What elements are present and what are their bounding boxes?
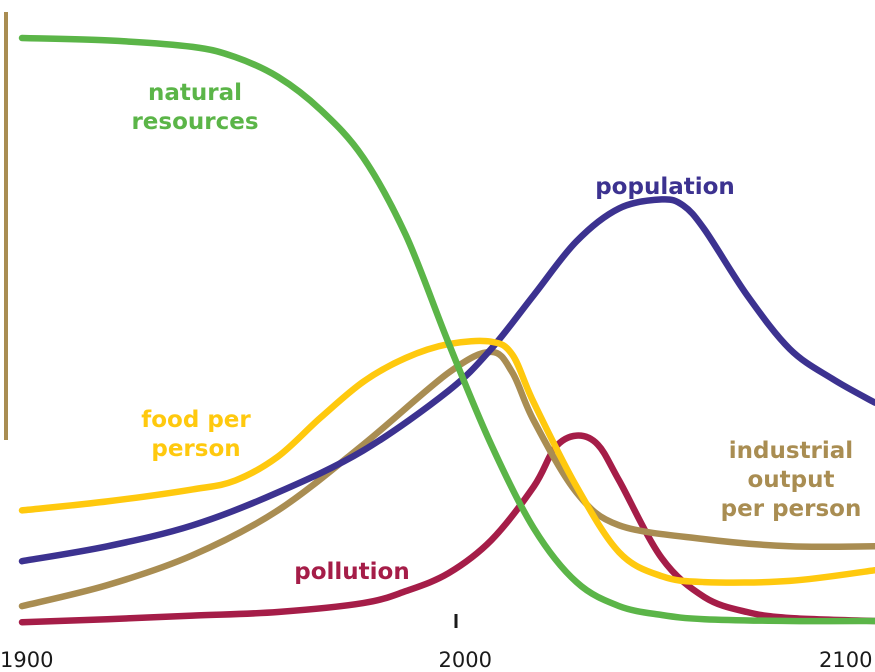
x-tick-label-2100: 2100 bbox=[819, 648, 872, 672]
series-line-food-per-person bbox=[18, 337, 875, 586]
series-line-pollution bbox=[18, 432, 875, 626]
x-tick-label-1900: 1900 bbox=[0, 648, 53, 672]
series-label-population: population bbox=[595, 174, 735, 200]
series-label-food-per-person: food per person bbox=[141, 407, 251, 462]
series-label-line: natural bbox=[148, 80, 242, 106]
series-label-line: person bbox=[151, 436, 240, 462]
series-line-natural-resources bbox=[18, 34, 875, 625]
series-labels: natural resources population food per person… bbox=[131, 80, 861, 585]
series-label-line: pollution bbox=[294, 559, 409, 585]
x-tick-label-2000: 2000 bbox=[439, 648, 492, 672]
series-label-pollution: pollution bbox=[294, 559, 409, 585]
series-label-line: food per bbox=[141, 407, 251, 433]
series-label-line: population bbox=[595, 174, 735, 200]
series-line-industrial-output-per-person bbox=[18, 348, 875, 610]
series-label-line: resources bbox=[131, 109, 258, 135]
series-label-natural-resources: natural resources bbox=[131, 80, 258, 135]
series-lines bbox=[18, 34, 875, 626]
series-label-industrial-output-per-person: industrial output per person bbox=[721, 438, 862, 522]
series-line-population bbox=[18, 196, 875, 565]
series-label-line: industrial bbox=[729, 438, 853, 464]
series-label-line: output bbox=[747, 467, 834, 493]
series-label-line: per person bbox=[721, 496, 862, 522]
x-axis-tick-labels: 1900 2000 2100 bbox=[0, 648, 872, 672]
